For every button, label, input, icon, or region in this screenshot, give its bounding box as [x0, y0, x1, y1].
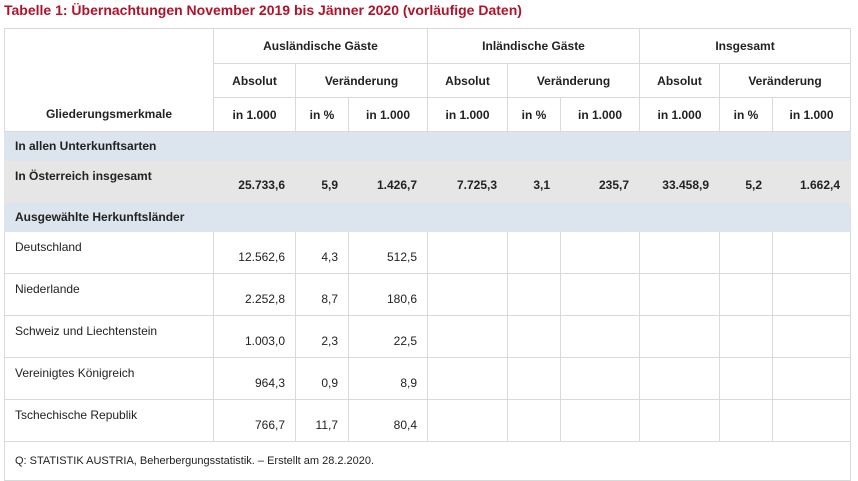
- table-row: Niederlande 2.252,8 8,7 180,6: [4, 273, 852, 316]
- subheader-veraenderung: Veränderung: [719, 63, 852, 98]
- table-cell: 4,3: [295, 231, 349, 274]
- unit-header: in 1.000: [213, 97, 296, 132]
- table-cell: 1.426,7: [347, 160, 429, 203]
- table-cell: 8,9: [347, 357, 429, 400]
- unit-header: in 1.000: [639, 97, 721, 132]
- table-cell: 235,7: [560, 160, 641, 203]
- table-cell: 11,7: [295, 399, 349, 442]
- table-cell: 7.725,3: [427, 160, 509, 203]
- subheader-veraenderung: Veränderung: [507, 63, 641, 98]
- row-label: Vereinigtes Königreich: [4, 357, 214, 400]
- subheader-absolut: Absolut: [213, 63, 296, 98]
- table-cell: 5,2: [719, 160, 774, 203]
- column-group-inlaendische: Inländische Gäste: [427, 28, 641, 64]
- row-label: Niederlande: [4, 273, 214, 316]
- table-cell: 8,7: [295, 273, 349, 316]
- table-cell: 964,3: [213, 357, 296, 400]
- unit-header: in %: [507, 97, 562, 132]
- subheader-absolut: Absolut: [427, 63, 509, 98]
- table-row: Deutschland 12.562,6 4,3 512,5: [4, 231, 852, 274]
- table-cell: 512,5: [347, 231, 429, 274]
- unit-header: in %: [719, 97, 774, 132]
- unit-header: in 1.000: [347, 97, 429, 132]
- table-cell: 0,9: [295, 357, 349, 400]
- unit-header: in 1.000: [772, 97, 852, 132]
- table-cell: 1.662,4: [772, 160, 852, 203]
- column-header-gliederungsmerkmale: Gliederungsmerkmale: [4, 28, 214, 132]
- table-cell: 25.733,6: [213, 160, 296, 203]
- overnight-stays-table: Gliederungsmerkmale Ausländische Gäste I…: [3, 28, 852, 481]
- source-footnote: Q: STATISTIK AUSTRIA, Beherbergungsstati…: [3, 441, 852, 481]
- table-row: Vereinigtes Königreich 964,3 0,9 8,9: [4, 357, 852, 400]
- unit-header: in %: [295, 97, 349, 132]
- unit-header: in 1.000: [560, 97, 641, 132]
- subheader-veraenderung: Veränderung: [294, 63, 429, 98]
- table-row-total: In Österreich insgesamt 25.733,6 5,9 1.4…: [4, 160, 852, 203]
- row-label: Deutschland: [4, 231, 214, 274]
- unit-header: in 1.000: [427, 97, 509, 132]
- table-cell: 180,6: [347, 273, 429, 316]
- row-label: Tschechische Republik: [4, 399, 214, 442]
- table-row: Schweiz und Liechtenstein 1.003,0 2,3 22…: [4, 315, 852, 358]
- section-header: Ausgewählte Herkunftsländer: [3, 202, 852, 232]
- table-cell: 80,4: [347, 399, 429, 442]
- table-cell: 3,1: [507, 160, 562, 203]
- table-cell: 22,5: [347, 315, 429, 358]
- row-label: Schweiz und Liechtenstein: [4, 315, 214, 358]
- table-cell: 33.458,9: [639, 160, 721, 203]
- table-cell: 1.003,0: [213, 315, 296, 358]
- column-group-auslaendische: Ausländische Gäste: [212, 28, 429, 64]
- table-cell: 2.252,8: [213, 273, 296, 316]
- table-cell: 12.562,6: [213, 231, 296, 274]
- table-cell: 2,3: [295, 315, 349, 358]
- table-row: Tschechische Republik 766,7 11,7 80,4: [4, 399, 852, 442]
- section-header: In allen Unterkunftsarten: [3, 131, 852, 161]
- table-cell: 766,7: [213, 399, 296, 442]
- row-label: In Österreich insgesamt: [4, 160, 214, 203]
- subheader-absolut: Absolut: [639, 63, 721, 98]
- column-group-insgesamt: Insgesamt: [639, 28, 852, 64]
- table-cell: 5,9: [295, 160, 349, 203]
- table-title: Tabelle 1: Übernachtungen November 2019 …: [4, 2, 522, 18]
